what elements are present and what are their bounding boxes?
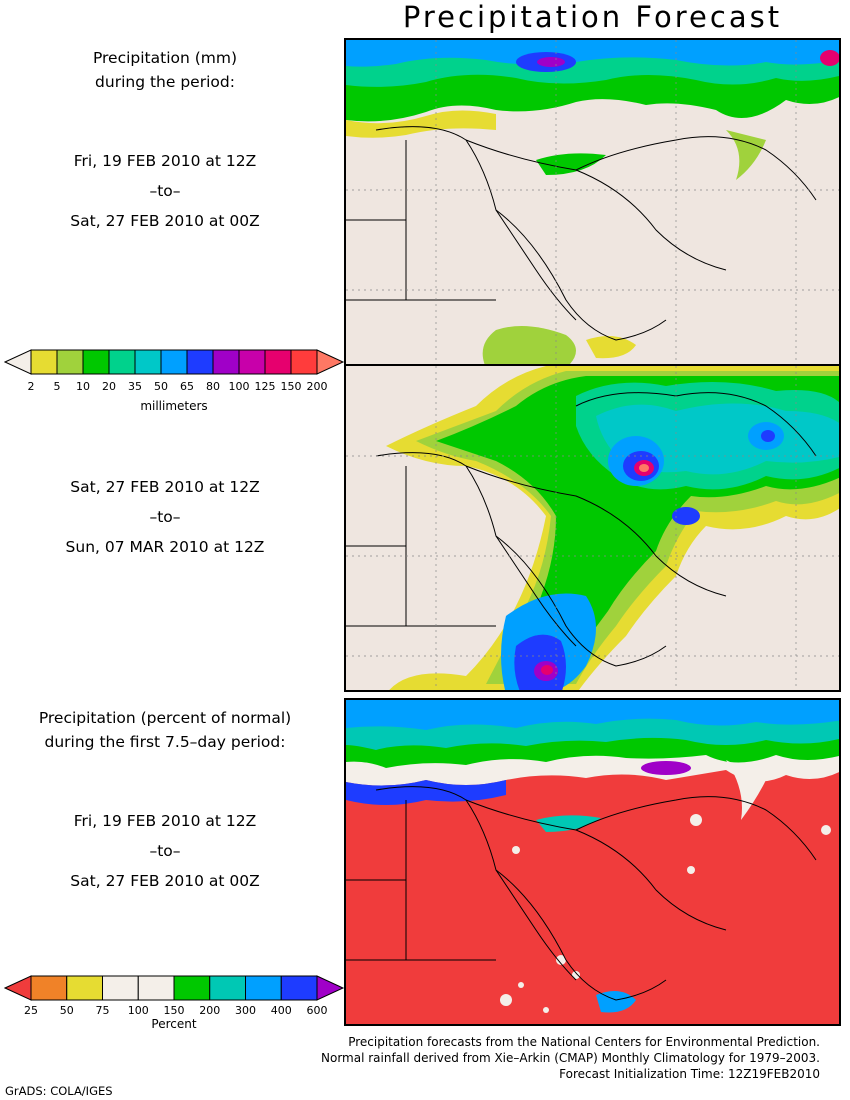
legend-mm-swatch [238,349,266,375]
legend-mm-swatch [30,349,58,375]
panel1-label: Precipitation (mm) during the period: [20,46,310,94]
legend-mm-swatch [160,349,188,375]
legend-mm-tick-label: 50 [154,380,168,393]
panel1-date-sep: –to– [149,182,181,200]
legend-mm-swatch [82,349,110,375]
panel3-date-sep: –to– [149,842,181,860]
panel3-label: Precipitation (percent of normal) during… [20,706,310,754]
panel3-label-line1: Precipitation (percent of normal) [38,709,292,727]
page-title: Precipitation Forecast [402,0,783,34]
legend-pct-swatch [245,975,282,1001]
legend-pct-swatch [66,975,103,1001]
legend-pct-tick-label: 600 [307,1004,328,1017]
legend-mm-tick-label: 200 [307,380,328,393]
legend-pct-unit-label: Percent [151,1017,196,1031]
legend-pct-tick-label: 100 [128,1004,149,1017]
legend-pct-swatch [102,975,139,1001]
legend-mm-swatch [134,349,162,375]
legend-mm-arrow-high [316,349,345,375]
legend-pct-tick-label: 200 [199,1004,220,1017]
panel3-date-from: Fri, 19 FEB 2010 at 12Z [73,812,257,830]
legend-mm-swatch [290,349,318,375]
legend-mm: 2 5 10 20 35 50 65 80 100 125 150 200 millimeters [4,349,345,413]
precip-map-period2-graphic [346,366,839,690]
legend-mm-swatch [108,349,136,375]
panel2-date-from: Sat, 27 FEB 2010 at 12Z [70,478,260,496]
legend-pct-tick-label: 25 [24,1004,38,1017]
legend-mm-tick-label: 100 [229,380,250,393]
panel1-label-line2: during the period: [95,73,235,91]
panel1-date-from: Fri, 19 FEB 2010 at 12Z [73,152,257,170]
legend-mm-tick-label: 35 [128,380,142,393]
legend-pct-swatch [30,975,68,1001]
legend-pct-swatch [209,975,246,1001]
precip-map-period1-graphic [346,40,839,364]
legend-mm-tick-label: 5 [54,380,61,393]
legend-mm-unit-label: millimeters [140,399,207,413]
legend-mm-tick-label: 125 [255,380,276,393]
grads-footer: GrADS: COLA/IGES [5,1084,113,1098]
panel1-label-line1: Precipitation (mm) [92,49,238,67]
credits-line3: Forecast Initialization Time: 12Z19FEB20… [559,1067,820,1081]
legend-mm-tick-label: 10 [76,380,90,393]
legend-pct-tick-label: 300 [235,1004,256,1017]
panel3-date-to: Sat, 27 FEB 2010 at 00Z [70,872,260,890]
legend-mm-arrow-low [4,349,32,375]
legend-pct-swatch [173,975,211,1001]
legend-mm-swatch [264,349,292,375]
precip-map-period2 [344,364,841,692]
credits: Precipitation forecasts from the Nationa… [321,1034,820,1082]
panel1-date-to: Sat, 27 FEB 2010 at 00Z [70,212,260,230]
legend-percent: 25 50 75 100 150 200 300 400 600 Percent [4,975,345,1031]
legend-pct-swatch [280,975,318,1001]
legend-mm-tick-label: 150 [281,380,302,393]
percent-normal-map [344,698,841,1026]
precip-map-period1 [344,38,841,366]
legend-pct-tick-label: 50 [60,1004,74,1017]
panel2-date-sep: –to– [149,508,181,526]
legend-mm-swatch [212,349,240,375]
legend-mm-tick-label: 20 [102,380,116,393]
credits-line2: Normal rainfall derived from Xie–Arkin (… [321,1051,820,1065]
legend-pct-tick-label: 400 [271,1004,292,1017]
panel3-label-line2: during the first 7.5–day period: [44,733,286,751]
percent-normal-map-graphic [346,700,839,1024]
credits-line1: Precipitation forecasts from the Nationa… [348,1035,820,1049]
legend-pct-tick-label: 150 [164,1004,185,1017]
legend-pct-arrow-high [316,975,345,1001]
legend-pct-tick-label: 75 [96,1004,110,1017]
legend-mm-tick-label: 80 [206,380,220,393]
panel2-date-to: Sun, 07 MAR 2010 at 12Z [65,538,265,556]
legend-pct-swatch [137,975,175,1001]
legend-mm-tick-label: 65 [180,380,194,393]
legend-mm-tick-label: 2 [28,380,35,393]
legend-mm-swatch [56,349,84,375]
legend-mm-swatch [186,349,214,375]
legend-pct-arrow-low [4,975,32,1001]
